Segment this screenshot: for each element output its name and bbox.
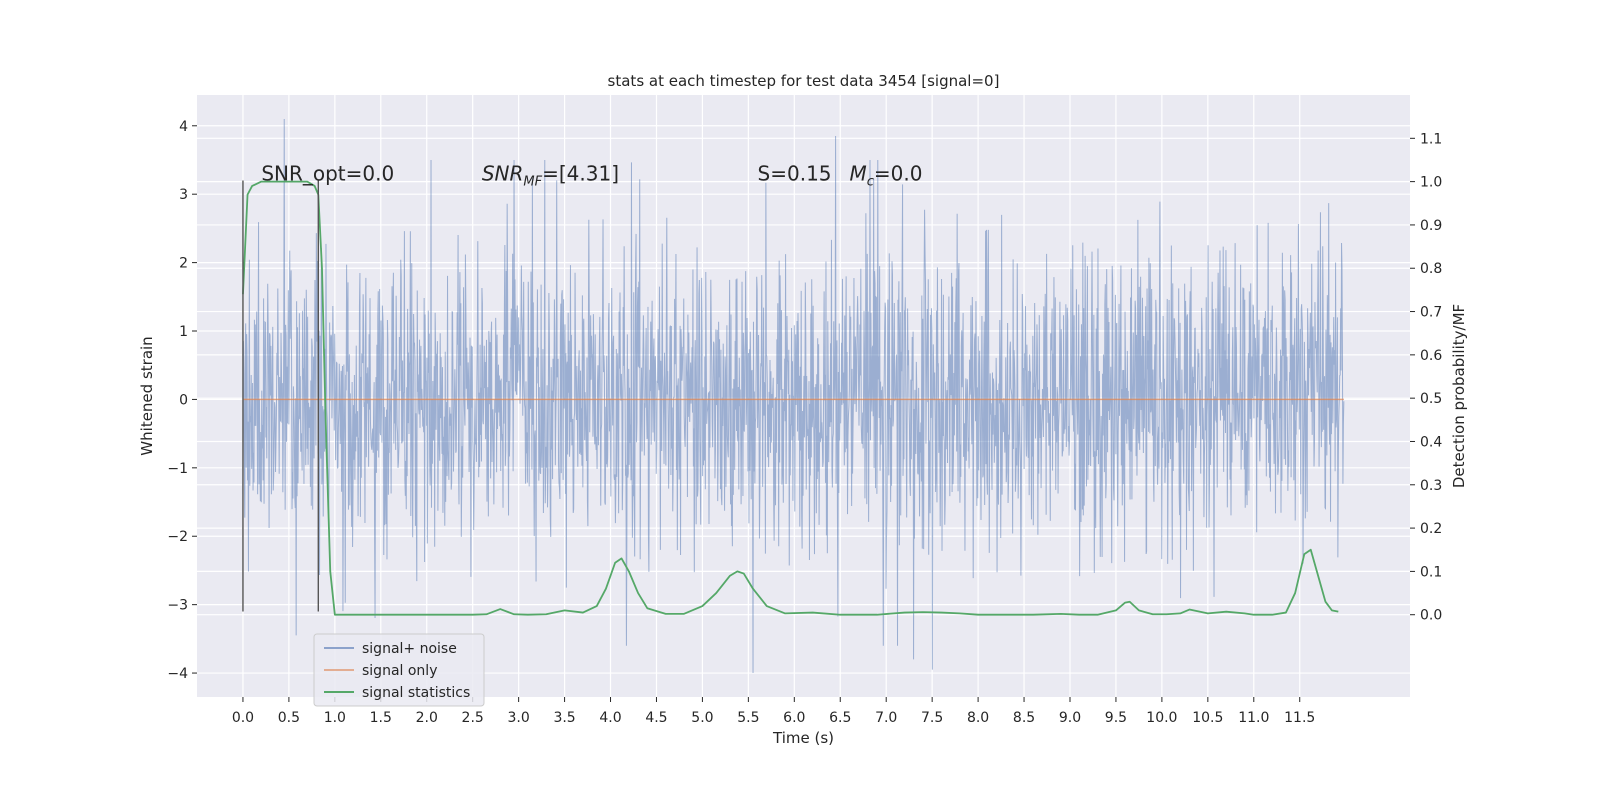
y2-tick-label: 1.0 xyxy=(1420,175,1442,191)
annotation-text: SNR_opt=0.0 xyxy=(261,162,394,186)
x-tick-label: 0.5 xyxy=(278,710,300,726)
x-tick-label: 9.5 xyxy=(1105,710,1127,726)
x-tick-label: 4.0 xyxy=(599,710,621,726)
x-tick-label: 5.0 xyxy=(691,710,713,726)
y-axis-label: Whitened strain xyxy=(138,336,156,455)
y-tick-label: −4 xyxy=(167,666,188,682)
y2-tick-label: 0.4 xyxy=(1420,434,1442,450)
y-tick-label: 0 xyxy=(179,392,188,408)
vertical-markers xyxy=(242,180,319,612)
y-tick-label: 1 xyxy=(179,324,188,340)
x-tick-label: 4.5 xyxy=(645,710,667,726)
x-tick-label: 6.0 xyxy=(783,710,805,726)
legend: signal+ noise signal only signal statistic… xyxy=(313,633,485,707)
x-tick-label: 3.0 xyxy=(507,710,529,726)
y2-tick-label: 0.0 xyxy=(1420,608,1442,624)
x-tick-label: 1.0 xyxy=(324,710,346,726)
y-tick-label: −3 xyxy=(167,598,188,614)
y2-axis-ticks: 0.0 0.1 0.2 0.3 0.4 0.5 0.6 0.7 0.8 0.9 1.0 1.1 xyxy=(1410,131,1442,624)
annotations: SNR_opt=0.0 SNRMF=[4.31] S=0.15 Mc=0.0 xyxy=(261,162,922,190)
y-tick-label: 3 xyxy=(179,187,188,203)
legend-label: signal only xyxy=(362,663,437,679)
annotation-text: SNRMF=[4.31] xyxy=(482,162,619,190)
x-tick-label: 5.5 xyxy=(737,710,759,726)
y-tick-label: −1 xyxy=(167,461,188,477)
y-tick-label: 4 xyxy=(179,119,188,135)
x-axis-ticks: 0.0 0.5 1.0 1.5 2.0 2.5 3.0 3.5 4.0 4.5 5.0 5.5 6.0 6… xyxy=(232,697,1315,726)
x-tick-label: 8.5 xyxy=(1013,710,1035,726)
x-tick-label: 2.5 xyxy=(462,710,484,726)
x-tick-label: 11.0 xyxy=(1238,710,1269,726)
x-tick-label: 10.0 xyxy=(1146,710,1177,726)
x-tick-label: 7.5 xyxy=(921,710,943,726)
legend-label: signal+ noise xyxy=(362,641,457,657)
y2-axis-label: Detection probability/MF xyxy=(1450,304,1468,488)
y2-tick-label: 0.9 xyxy=(1420,218,1442,234)
y2-tick-label: 0.3 xyxy=(1420,478,1442,494)
y2-tick-label: 0.5 xyxy=(1420,391,1442,407)
y-tick-label: 2 xyxy=(179,256,188,272)
signal-noise-series xyxy=(242,118,1345,674)
x-tick-label: 0.0 xyxy=(232,710,254,726)
annotation-text: Mc=0.0 xyxy=(849,162,922,190)
y-tick-label: −2 xyxy=(167,529,188,545)
legend-label: signal statistics xyxy=(362,685,470,701)
y2-tick-label: 0.2 xyxy=(1420,521,1442,537)
x-tick-label: 7.0 xyxy=(875,710,897,726)
y2-tick-label: 1.1 xyxy=(1420,131,1442,147)
y2-tick-label: 0.6 xyxy=(1420,348,1442,364)
x-tick-label: 1.5 xyxy=(370,710,392,726)
x-tick-label: 6.5 xyxy=(829,710,851,726)
x-axis-label: Time (s) xyxy=(772,729,834,747)
signal-statistics-series xyxy=(242,180,1339,616)
signal-statistics-line xyxy=(242,180,1339,616)
y2-tick-label: 0.7 xyxy=(1420,305,1442,321)
x-tick-label: 10.5 xyxy=(1192,710,1223,726)
x-tick-label: 2.0 xyxy=(416,710,438,726)
legend-box xyxy=(313,633,485,707)
signal-noise-line xyxy=(242,118,1345,674)
x-tick-label: 11.5 xyxy=(1284,710,1315,726)
chart-title: stats at each timestep for test data 345… xyxy=(608,72,1000,90)
y2-tick-label: 0.8 xyxy=(1420,261,1442,277)
annotation-text: S=0.15 xyxy=(758,162,832,186)
x-tick-label: 3.5 xyxy=(553,710,575,726)
x-tick-label: 9.0 xyxy=(1059,710,1081,726)
y2-tick-label: 0.1 xyxy=(1420,564,1442,580)
x-tick-label: 8.0 xyxy=(967,710,989,726)
y-axis-ticks: −4 −3 −2 −1 0 1 2 3 4 xyxy=(167,119,197,682)
